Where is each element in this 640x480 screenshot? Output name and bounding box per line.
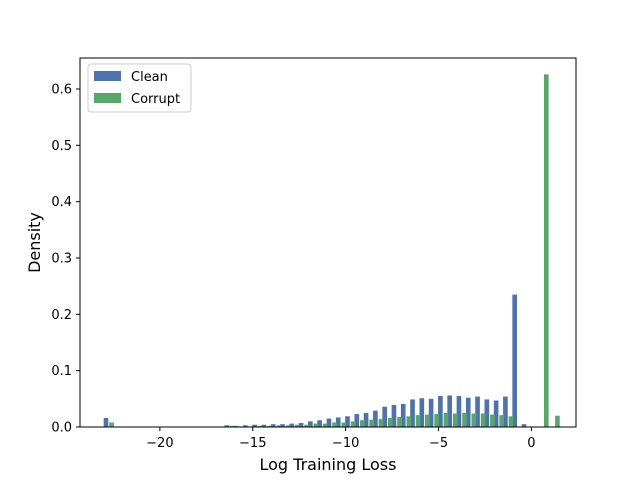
y-axis-ticks: 0.0 0.1 0.2 0.3 0.4 0.5 0.6: [51, 82, 80, 436]
clean-bar: [419, 398, 425, 427]
x-axis-ticks: −20 −15 −10 −5 0: [146, 427, 536, 451]
corrupt-bar: [360, 420, 365, 427]
corrupt-bar: [387, 417, 393, 427]
y-tick-label: 0.1: [51, 364, 72, 379]
y-tick-label: 0.0: [51, 421, 72, 436]
corrupt-bar: [276, 425, 282, 427]
clean-bar: [270, 424, 276, 427]
y-axis-label: Density: [25, 212, 44, 273]
corrupt-bar: [425, 414, 430, 427]
x-axis-label: Log Training Loss: [260, 455, 397, 474]
corrupt-bar: [508, 416, 514, 427]
clean-bar: [261, 424, 267, 427]
corrupt-bar: [332, 422, 337, 427]
clean-bar: [103, 417, 109, 427]
clean-bar: [521, 424, 527, 427]
y-tick-label: 0.3: [51, 251, 72, 266]
clean-bar: [410, 399, 415, 427]
corrupt-bar: [313, 423, 319, 427]
clean-bar: [512, 294, 518, 427]
clean-bar: [335, 417, 341, 427]
corrupt-bar: [471, 413, 477, 427]
clean-bar: [308, 421, 313, 427]
corrupt-bar: [415, 415, 421, 427]
bars-layer: [103, 74, 560, 427]
clean-bar: [298, 423, 304, 427]
clean-bar: [391, 405, 397, 427]
clean-bar: [363, 412, 369, 427]
corrupt-bar: [350, 421, 356, 427]
plot-frame: [79, 57, 577, 428]
clean-bar: [252, 424, 257, 427]
clean-bar: [438, 396, 443, 427]
corrupt-bar: [406, 416, 412, 427]
corrupt-legend-label: Corrupt: [131, 92, 180, 107]
corrupt-bar: [295, 424, 300, 427]
corrupt-bar: [322, 423, 328, 427]
corrupt-bar: [285, 425, 291, 427]
y-tick-label: 0.4: [51, 195, 72, 210]
x-tick-label: 0: [527, 436, 535, 451]
corrupt-bar: [369, 419, 374, 427]
clean-bar: [224, 425, 230, 427]
clean-bar: [503, 396, 508, 427]
clean-legend-swatch: [94, 71, 121, 81]
corrupt-bar: [490, 414, 495, 427]
corrupt-bar: [452, 413, 458, 427]
corrupt-bar: [462, 412, 467, 427]
clean-bar: [400, 403, 406, 427]
corrupt-bar: [443, 412, 449, 427]
corrupt-bar: [499, 415, 505, 427]
clean-bar: [465, 397, 471, 427]
y-tick-label: 0.5: [51, 139, 72, 154]
corrupt-bar: [304, 424, 309, 427]
clean-bar: [428, 398, 434, 427]
corrupt-bar: [341, 422, 347, 427]
corrupt-bar: [257, 425, 263, 427]
clean-bar: [233, 425, 239, 427]
clean-bar: [447, 395, 452, 427]
corrupt-bar: [230, 425, 235, 427]
clean-bar: [326, 418, 332, 427]
clean-bar: [317, 420, 322, 427]
x-tick-label: −5: [429, 436, 448, 451]
clean-legend-label: Clean: [131, 70, 168, 85]
x-tick-label: −10: [332, 436, 359, 451]
legend: Clean Corrupt: [87, 63, 192, 113]
clean-bar: [475, 396, 480, 427]
corrupt-bar: [555, 415, 560, 427]
corrupt-bar: [543, 74, 549, 427]
corrupt-bar: [434, 414, 439, 427]
corrupt-bar: [480, 413, 486, 427]
clean-bar: [243, 425, 248, 427]
y-tick-label: 0.2: [51, 308, 72, 323]
y-tick-label: 0.6: [51, 82, 72, 97]
corrupt-bar: [267, 425, 272, 427]
corrupt-bar: [397, 416, 402, 427]
clean-bar: [382, 406, 387, 427]
clean-bar: [484, 399, 490, 427]
clean-bar: [456, 396, 462, 427]
clean-bar: [493, 400, 499, 427]
corrupt-legend-swatch: [94, 93, 121, 103]
x-tick-label: −15: [239, 436, 266, 451]
clean-bar: [280, 424, 285, 427]
corrupt-bar: [109, 422, 114, 427]
clean-bar: [289, 423, 295, 427]
x-tick-label: −20: [146, 436, 173, 451]
clean-bar: [354, 414, 360, 427]
clean-bar: [373, 410, 378, 427]
clean-bar: [345, 416, 350, 427]
corrupt-bar: [378, 419, 384, 427]
